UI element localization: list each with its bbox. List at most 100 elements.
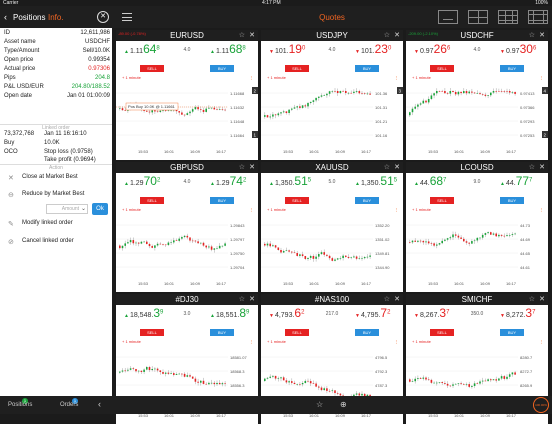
layout-grid-4-icon[interactable] bbox=[468, 10, 488, 24]
chevron-down-icon[interactable]: ⌄ bbox=[80, 206, 86, 212]
back-chevron-icon[interactable]: ‹ bbox=[4, 12, 7, 22]
level-marker[interactable] bbox=[252, 87, 258, 94]
candle-body bbox=[498, 378, 500, 381]
positions-tab[interactable]: Positions bbox=[8, 402, 33, 408]
candlestick-icon[interactable]: ⫶ bbox=[250, 76, 252, 82]
collapse-chevron-icon[interactable]: ‹ bbox=[98, 399, 101, 409]
star-icon[interactable]: ☆ bbox=[238, 296, 245, 303]
buy-button[interactable]: BUY bbox=[355, 329, 379, 336]
price-chart[interactable]: 0.97413 0.97366 0.97293 0.97253 15:53 16:01 16… bbox=[406, 83, 548, 154]
buy-button[interactable]: BUY bbox=[210, 65, 234, 72]
price-chart[interactable]: 101.36 101.31 101.21 101.16 15:53 16:01 16:09 1… bbox=[261, 83, 403, 154]
close-icon[interactable]: ✕ bbox=[394, 164, 400, 171]
positions-back-link[interactable]: Positions bbox=[13, 13, 46, 22]
sell-button[interactable]: SELL bbox=[140, 197, 164, 204]
buy-price-fraction: 9 bbox=[246, 309, 250, 316]
candlestick-icon[interactable]: ⫶ bbox=[395, 76, 397, 82]
quote-tile[interactable]: -89.00 (-0.78%) EURUSD ☆ ✕ ▲1.11648 4.0 … bbox=[116, 30, 258, 160]
timeframe-selector[interactable]: + 1 minute ⫶ bbox=[116, 337, 258, 347]
candlestick-icon[interactable]: ⫶ bbox=[250, 208, 252, 214]
star-icon[interactable]: ☆ bbox=[383, 32, 390, 39]
quote-tile[interactable]: XAUUSD ☆ ✕ ▲1,350.515 5.0 ▲1,350.515 SEL… bbox=[261, 162, 403, 292]
arrow-up-icon: ▲ bbox=[124, 49, 129, 55]
layout-grid-9-icon[interactable] bbox=[498, 10, 518, 24]
price-chart[interactable]: 44.73 44.69 44.65 44.61 15:53 16:01 16:09 16:17 bbox=[406, 215, 548, 286]
level-marker[interactable] bbox=[542, 87, 548, 94]
star-icon[interactable]: ☆ bbox=[383, 296, 390, 303]
buy-button[interactable]: BUY bbox=[500, 329, 524, 336]
close-icon[interactable]: ✕ bbox=[539, 32, 545, 39]
x-tick-label: 16:01 bbox=[164, 149, 175, 154]
timeframe-selector[interactable]: + 1 minute ⫶ bbox=[116, 205, 258, 215]
sell-button[interactable]: SELL bbox=[285, 65, 309, 72]
level-marker[interactable] bbox=[252, 131, 258, 138]
add-circle-icon[interactable]: ⊕ bbox=[340, 400, 347, 409]
quote-tile[interactable]: -209.00 (-2.10%) USDCHF ☆ ✕ ▼0.97266 4.0… bbox=[406, 30, 548, 160]
buy-button[interactable]: BUY bbox=[355, 197, 379, 204]
sell-button[interactable]: SELL bbox=[430, 329, 454, 336]
timeframe-selector[interactable]: + 1 minute ⫶ bbox=[261, 205, 403, 215]
star-icon[interactable]: ☆ bbox=[528, 164, 535, 171]
timeframe-selector[interactable]: + 1 minute ⫶ bbox=[261, 73, 403, 83]
buy-button[interactable]: BUY bbox=[210, 329, 234, 336]
buy-button[interactable]: BUY bbox=[355, 65, 379, 72]
price-chart[interactable]: 1352.20 1351.02 1349.81 1344.90 15:53 16:01 16… bbox=[261, 215, 403, 286]
star-icon[interactable]: ☆ bbox=[238, 164, 245, 171]
amount-input[interactable]: Amount ⌄ bbox=[46, 204, 88, 214]
timeframe-selector[interactable]: + 1 minute ⫶ bbox=[406, 73, 548, 83]
x-tick-label: 16:09 bbox=[480, 281, 491, 286]
candlestick-icon[interactable]: ⫶ bbox=[540, 340, 542, 346]
buy-button[interactable]: BUY bbox=[500, 65, 524, 72]
star-icon[interactable]: ☆ bbox=[238, 32, 245, 39]
star-icon[interactable]: ☆ bbox=[528, 32, 535, 39]
layout-chart-icon[interactable] bbox=[438, 10, 458, 24]
buy-button[interactable]: BUY bbox=[210, 197, 234, 204]
sell-button[interactable]: SELL bbox=[430, 197, 454, 204]
favorite-star-icon[interactable]: ☆ bbox=[316, 400, 324, 409]
sell-button[interactable]: SELL bbox=[140, 65, 164, 72]
candle-body bbox=[514, 372, 516, 375]
menu-icon[interactable] bbox=[122, 13, 132, 21]
timeframe-selector[interactable]: + 1 minute ⫶ bbox=[116, 73, 258, 83]
candlestick-icon[interactable]: ⫶ bbox=[540, 208, 542, 214]
timeframe-selector[interactable]: + 1 minute ⫶ bbox=[261, 337, 403, 347]
level-marker[interactable] bbox=[397, 87, 403, 94]
close-icon[interactable]: ✕ bbox=[249, 32, 255, 39]
candle-body bbox=[355, 91, 358, 92]
sell-button[interactable]: SELL bbox=[285, 329, 309, 336]
candlestick-icon[interactable]: ⫶ bbox=[395, 340, 397, 346]
close-icon[interactable]: ✕ bbox=[394, 32, 400, 39]
candlestick-icon[interactable]: ⫶ bbox=[250, 340, 252, 346]
quote-tile[interactable]: USDJPY ☆ ✕ ▼101.190 4.0 ▼101.230 SELL BU… bbox=[261, 30, 403, 160]
quote-tile[interactable]: GBPUSD ☆ ✕ ▲1.29702 4.0 ▲1.29742 SELL BU… bbox=[116, 162, 258, 292]
price-chart[interactable]: 1.11668 1.11632 1.11648 1.11664 15:53 16:01 16… bbox=[116, 83, 258, 154]
sell-button[interactable]: SELL bbox=[285, 197, 309, 204]
ok-button[interactable]: Ok bbox=[92, 203, 108, 215]
timeframe-selector[interactable]: + 1 minute ⫶ bbox=[406, 337, 548, 347]
price-chart[interactable]: 1.29843 1.29797 1.29750 1.29704 15:53 16:01 16… bbox=[116, 215, 258, 286]
close-icon[interactable]: ✕ bbox=[249, 164, 255, 171]
layout-grid-12-icon[interactable] bbox=[528, 10, 548, 24]
close-icon[interactable]: ✕ bbox=[394, 296, 400, 303]
star-icon[interactable]: ☆ bbox=[528, 296, 535, 303]
sell-button[interactable]: SELL bbox=[140, 329, 164, 336]
timeframe-selector[interactable]: + 1 minute ⫶ bbox=[406, 205, 548, 215]
close-icon[interactable]: ✕ bbox=[249, 296, 255, 303]
spread-value: 9.0 bbox=[473, 179, 481, 185]
info-key: P&L USD/EUR bbox=[4, 84, 44, 90]
close-icon[interactable]: ✕ bbox=[97, 11, 109, 23]
candlestick-icon[interactable]: ⫶ bbox=[395, 208, 397, 214]
sell-button[interactable]: SELL bbox=[430, 65, 454, 72]
arrow-down-icon: ▼ bbox=[414, 49, 419, 55]
orders-tab[interactable]: Orders bbox=[60, 402, 79, 408]
timeframe-label: + 1 minute bbox=[267, 339, 286, 344]
buy-button[interactable]: BUY bbox=[500, 197, 524, 204]
quote-tile[interactable]: LCOUSD ☆ ✕ ▲44.687 9.0 ▲44.777 SELL BUY … bbox=[406, 162, 548, 292]
close-icon[interactable]: ✕ bbox=[539, 296, 545, 303]
level-marker[interactable] bbox=[542, 131, 548, 138]
candlestick-icon[interactable]: ⫶ bbox=[540, 76, 542, 82]
candle-body bbox=[339, 258, 342, 259]
close-icon[interactable]: ✕ bbox=[539, 164, 545, 171]
star-icon[interactable]: ☆ bbox=[383, 164, 390, 171]
candle-body bbox=[500, 234, 503, 236]
